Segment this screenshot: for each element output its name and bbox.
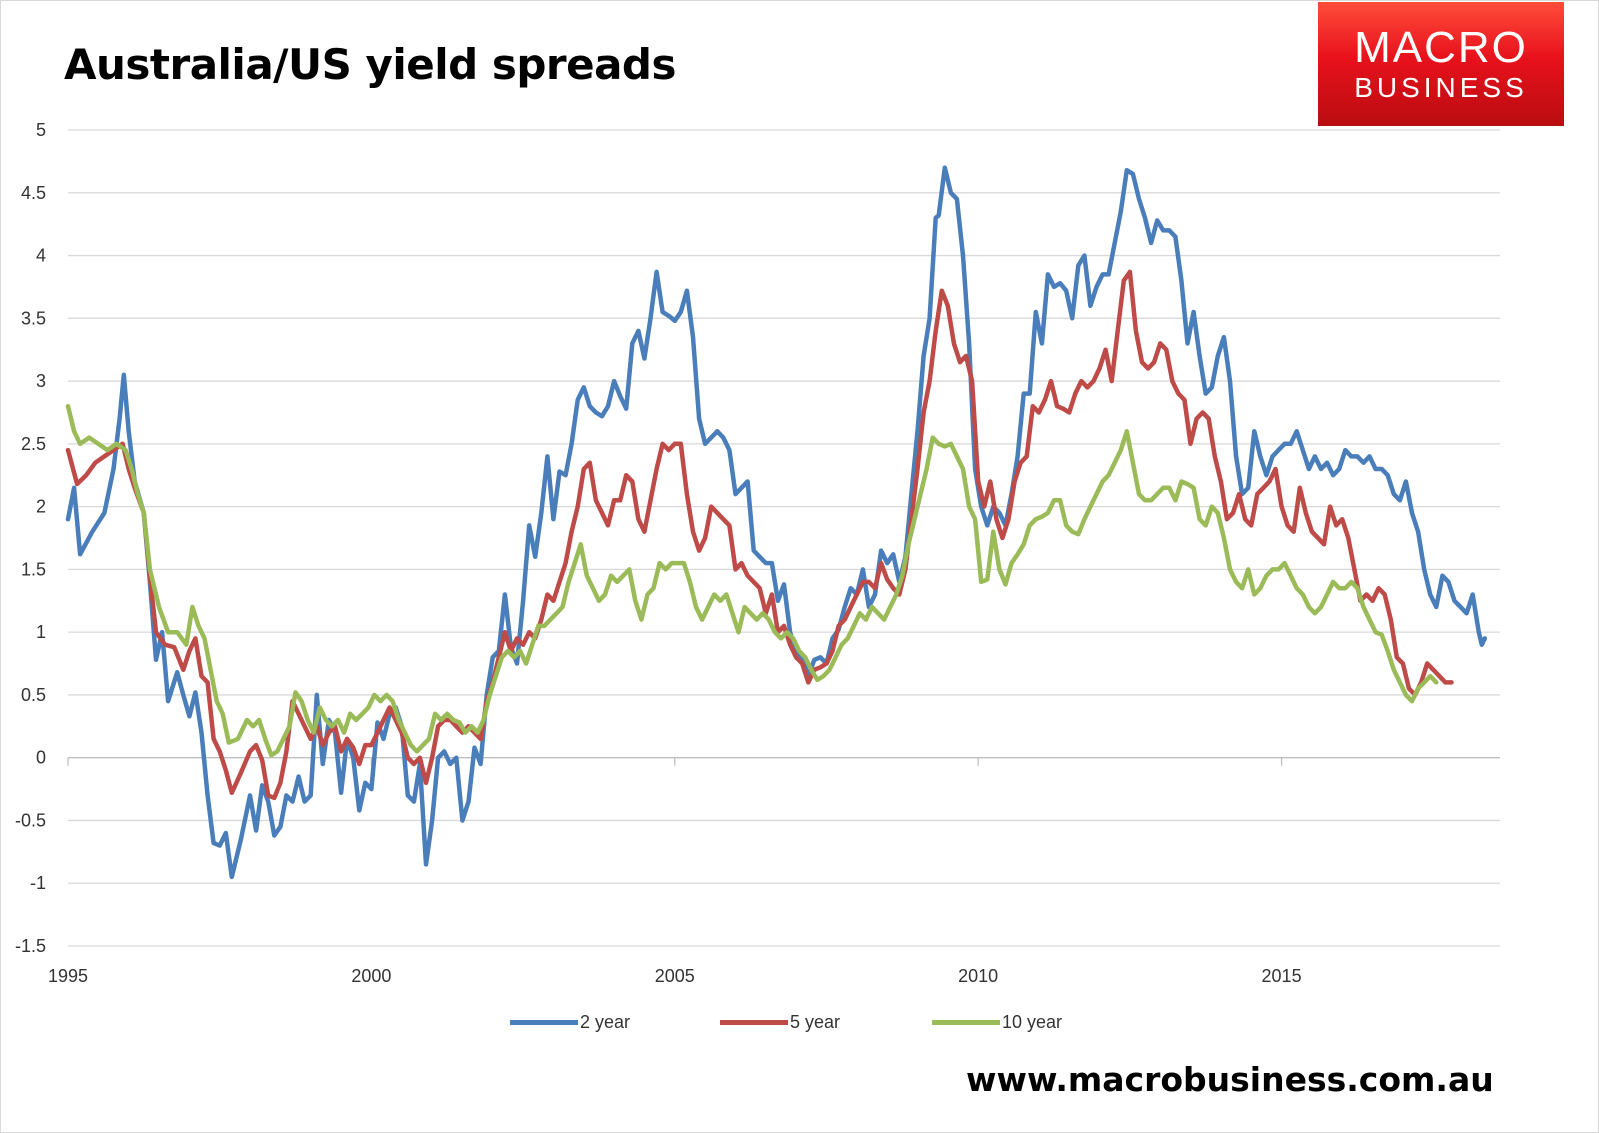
y-tick-label: 3.5 [21, 308, 46, 328]
y-tick-label: 0 [36, 748, 46, 768]
chart-title: Australia/US yield spreads [64, 40, 677, 89]
website-url: www.macrobusiness.com.au [966, 1060, 1494, 1099]
series-line-5-year [65, 269, 1454, 801]
legend-swatch [510, 1019, 578, 1025]
x-tick-label: 2005 [655, 966, 695, 986]
legend-label: 5 year [790, 1011, 841, 1032]
macrobusiness-logo: MACRO BUSINESS [1318, 2, 1564, 126]
y-tick-label: 4 [36, 246, 46, 266]
x-tick-label: 1995 [48, 966, 88, 986]
x-tick-label: 2010 [958, 966, 998, 986]
y-tick-label: 0.5 [21, 685, 46, 705]
y-tick-label: 2 [36, 497, 46, 517]
x-tick-label: 2015 [1262, 966, 1302, 986]
y-tick-label: -1.5 [15, 936, 46, 956]
logo-line-macro: MACRO [1354, 23, 1528, 72]
x-tick-label: 2000 [351, 966, 391, 986]
y-tick-label: 1 [36, 622, 46, 642]
x-axis: 1995 2000 2005 2010 2015 [48, 757, 1500, 986]
y-axis-ticks: 5 4.5 4 3.5 3 2.5 2 1.5 1 0.5 0 -0.5 -1 -1.5 [15, 120, 46, 956]
legend-swatch [932, 1019, 1000, 1025]
legend-item: 10 year [932, 1010, 1062, 1034]
series-line-10-year [65, 403, 1439, 758]
legend-swatch [720, 1019, 788, 1025]
y-tick-label: 3 [36, 371, 46, 391]
y-tick-label: 1.5 [21, 559, 46, 579]
y-tick-label: -0.5 [15, 810, 46, 830]
logo-line-business: BUSINESS [1354, 72, 1528, 103]
legend-label: 10 year [1002, 1011, 1063, 1032]
legend-item: 2 year [510, 1010, 630, 1034]
series-lines [65, 165, 1488, 880]
y-tick-label: 2.5 [21, 434, 46, 454]
legend-item: 5 year [720, 1010, 840, 1034]
y-tick-label: 4.5 [21, 183, 46, 203]
legend-label: 2 year [580, 1011, 631, 1032]
y-tick-label: -1 [30, 873, 46, 893]
y-tick-label: 5 [36, 120, 46, 140]
legend: 2 year 5 year 10 year [0, 1010, 1599, 1034]
